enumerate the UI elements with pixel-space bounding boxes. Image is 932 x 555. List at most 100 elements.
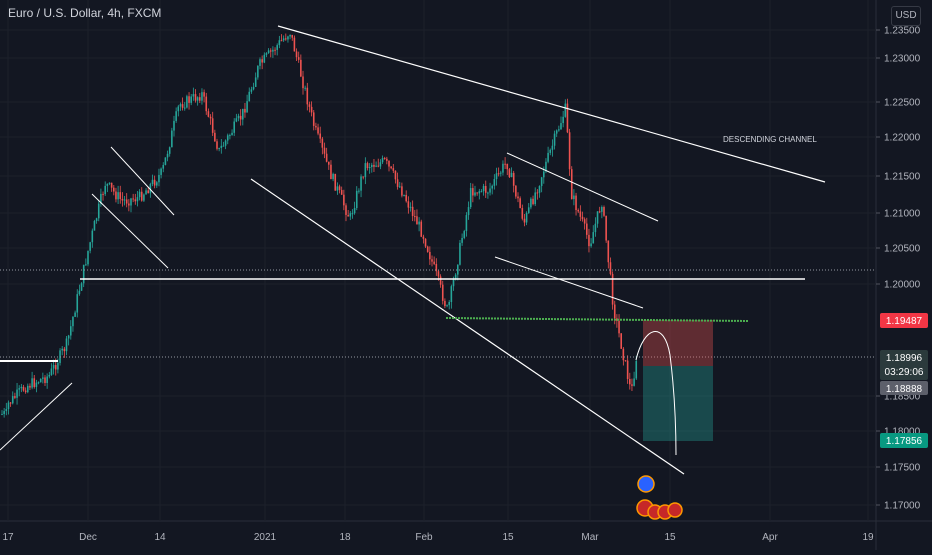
candle-body [480,191,483,193]
candle-body [203,92,205,97]
price-tick-label: 1.21500 [884,172,921,183]
candle-body [575,195,577,211]
candle-body [61,348,63,351]
candle-body [547,152,549,162]
price-tick-label: 1.23500 [884,26,921,37]
candle-body [220,145,223,148]
candle-body [377,165,380,167]
candle-body [106,183,109,186]
candle-body [123,199,126,201]
candle-body [635,361,638,379]
candle-body [274,49,276,51]
candle-body [188,96,190,103]
time-tick-label: 18 [339,532,351,543]
candle-body [549,149,552,153]
candle-body [371,164,373,167]
candle-body [229,135,231,137]
candle-body [347,214,349,217]
time-tick-label: 15 [502,532,514,543]
candle-body [20,386,23,389]
candle-body [136,197,139,202]
candle-body [72,316,74,327]
candle-body [568,132,571,170]
projection-curve[interactable] [635,331,677,456]
candle-body [366,163,369,169]
candle-body [278,40,281,46]
currency-selector[interactable]: USD [891,6,921,26]
candle-body [179,104,182,107]
take-profit-zone[interactable] [643,366,713,441]
candle-body [392,168,395,171]
event-flag-icon[interactable] [637,475,655,493]
candle-body [463,231,466,238]
candle-body [302,76,304,89]
candle-body [319,133,321,139]
candle-body [85,264,87,266]
candle-body [244,108,246,113]
candle-body [390,166,392,169]
candle-body [334,173,337,191]
time-axis[interactable]: 17 Dec 14 2021 18 Feb 15 Mar 15 Apr 19 [2,532,874,543]
channel-bottom-line[interactable] [250,178,685,475]
channel-annotation: DESCENDING CHANNEL [723,135,817,144]
candle-body [532,198,534,205]
candle-body [497,173,500,175]
candle-body [457,264,459,275]
candle-body [551,145,554,150]
candle-body [310,106,313,113]
price-tick-label: 1.18000 [884,427,921,438]
candle-body [173,120,175,131]
candle-body [422,236,425,239]
symbol-title[interactable]: Euro / U.S. Dollar, 4h, FXCM [8,6,162,20]
time-tick-label: 17 [2,532,14,543]
trendline-b[interactable] [91,193,169,269]
candle-body [39,378,42,383]
channel-top-line[interactable] [277,25,826,183]
candle-body [263,54,266,63]
candle-body [586,223,588,235]
candle-body [437,271,440,277]
bar-countdown-text: 03:29:06 [885,367,924,378]
candle-body [33,378,36,387]
candle-body [517,196,519,199]
candle-body [381,158,384,163]
candle-body [624,360,627,362]
candle-body [201,92,203,101]
candle-body [482,185,485,192]
candle-body [560,123,562,130]
current-price-text: 1.18996 [886,353,923,364]
stop-loss-zone[interactable] [643,320,713,366]
candle-body [29,385,31,388]
candle-body [512,172,515,186]
candle-body [521,208,524,219]
trendline-e[interactable] [494,256,644,309]
current-price-badge [880,350,928,380]
us-flag-icon[interactable] [667,502,683,518]
trendline-c[interactable] [110,146,175,216]
candle-body [186,96,188,108]
candle-body [291,34,294,38]
candle-body [375,165,377,167]
economic-events-icons[interactable] [636,475,683,520]
stop-loss-badge-text: 1.19487 [886,316,923,327]
price-axis[interactable]: 1.23500 1.23000 1.22500 1.22000 1.21500 1.210… [876,26,921,512]
green-support-line[interactable] [445,317,749,322]
candle-body [147,190,149,194]
candle-body [330,164,332,180]
candle-body [151,179,154,185]
candle-body [409,206,412,208]
candle-body [259,59,261,66]
candle-body [16,389,18,398]
trendline-d[interactable] [506,152,659,222]
candle-body [226,135,229,141]
candle-body [527,207,530,213]
price-tick-label: 1.22500 [884,98,921,109]
candle-body [553,133,556,146]
candle-body [267,50,270,54]
candle-body [37,382,40,384]
candle-body [424,238,427,247]
candle-body [441,284,444,301]
trendline-a[interactable] [0,382,73,451]
